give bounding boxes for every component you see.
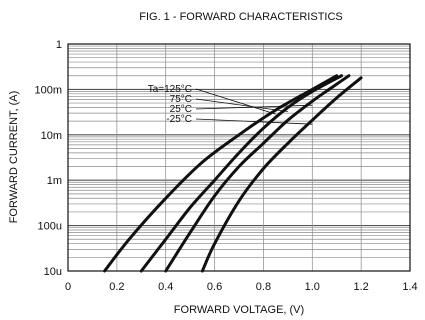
- series-lines: [103, 74, 363, 273]
- x-tick-label: 0: [65, 281, 71, 293]
- legend-entry: -25°C: [166, 114, 192, 125]
- plot-frame: [67, 43, 411, 272]
- series-line-2: [139, 74, 344, 273]
- axis-ticks: 0 0.2 0.4 0.6 0.8 1.0 1.2 1.4 1 100m 10m 1m 100u 10u: [34, 39, 417, 293]
- x-axis-title: FORWARD VOLTAGE, (V): [174, 304, 304, 316]
- legend-entry: 25°C: [170, 104, 192, 115]
- y-tick-label: 10u: [44, 266, 62, 278]
- x-tick-label: 1.0: [305, 281, 320, 293]
- y-tick-label: 10m: [41, 130, 62, 142]
- x-tick-label: 0.8: [256, 281, 271, 293]
- x-tick-label: 0.2: [109, 281, 124, 293]
- chart-title: FIG. 1 - FORWARD CHARACTERISTICS: [139, 11, 343, 23]
- legend-leader-line: [195, 88, 276, 115]
- y-tick-label: 100u: [38, 221, 62, 233]
- x-tick-label: 0.4: [158, 281, 173, 293]
- y-axis-title: FORWARD CURRENT, (A): [8, 91, 20, 224]
- series-line-1: [103, 74, 339, 273]
- legend-entry: Ta=125°C: [148, 84, 192, 95]
- y-tick-label: 100m: [34, 84, 62, 96]
- series-line-4: [200, 76, 363, 273]
- legend-leader-line: [195, 118, 313, 125]
- x-tick-label: 1.2: [353, 281, 368, 293]
- legend-leader-line: [195, 98, 288, 112]
- series-line-3: [164, 74, 351, 273]
- legend: Ta=125°C75°C25°C-25°C: [148, 84, 313, 125]
- legend-entry: 75°C: [170, 94, 192, 105]
- x-tick-label: 1.4: [402, 281, 417, 293]
- y-tick-label: 1: [56, 39, 62, 51]
- y-tick-label: 1m: [47, 175, 62, 187]
- legend-leader-line: [195, 104, 313, 110]
- x-tick-label: 0.6: [207, 281, 222, 293]
